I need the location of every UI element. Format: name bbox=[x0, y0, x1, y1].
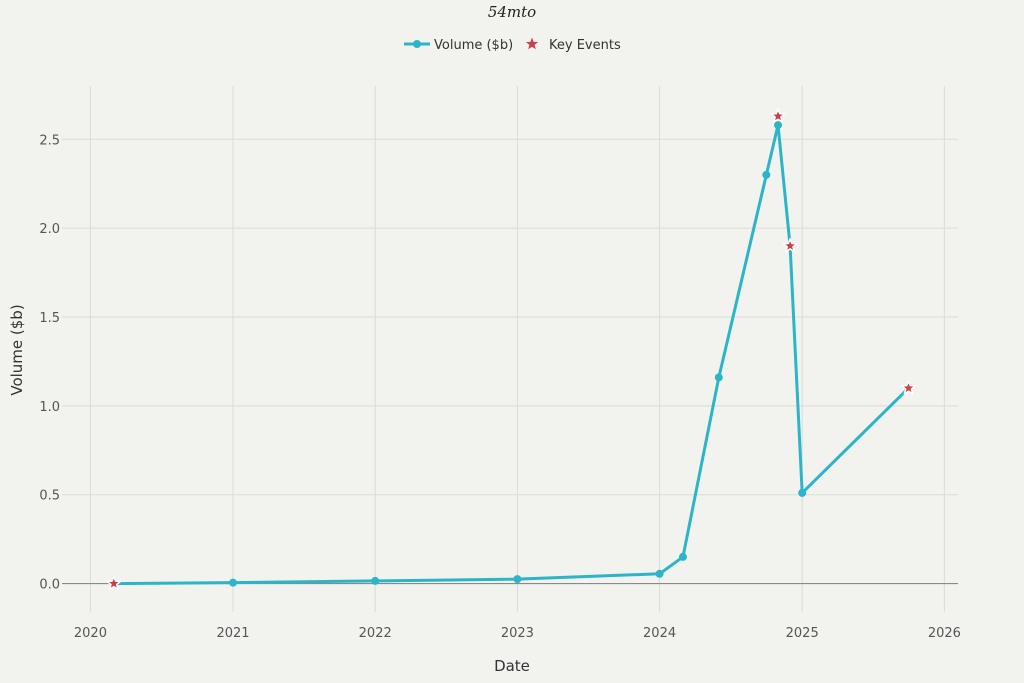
data-point-volume[interactable] bbox=[513, 575, 522, 584]
key-event-marker[interactable] bbox=[901, 380, 916, 395]
data-point-volume[interactable] bbox=[229, 578, 238, 587]
data-point-volume[interactable] bbox=[774, 121, 783, 130]
x-tick-label: 2025 bbox=[786, 626, 819, 641]
x-tick-label: 2020 bbox=[74, 626, 107, 641]
legend-star-shape bbox=[525, 37, 539, 50]
y-axis-title: Volume ($b) bbox=[8, 304, 26, 395]
data-point-volume[interactable] bbox=[371, 576, 380, 585]
legend-line-marker bbox=[413, 40, 421, 48]
y-tick-label: 0.5 bbox=[39, 489, 60, 504]
series-layer bbox=[109, 121, 913, 588]
legend[interactable]: Volume ($b) Key Events bbox=[404, 37, 621, 54]
series-line-volume bbox=[112, 123, 911, 586]
data-point-volume[interactable] bbox=[678, 552, 687, 561]
y-tick-label: 2.5 bbox=[39, 133, 60, 148]
legend-star-icon bbox=[525, 37, 539, 50]
y-tick-label: 0.0 bbox=[39, 578, 60, 593]
events-layer bbox=[106, 108, 916, 590]
data-point-volume[interactable] bbox=[655, 569, 664, 578]
axes: 2020 2021 2022 2023 2024 2025 2026 0.0 0.5 1.0 1.5… bbox=[39, 133, 961, 641]
x-tick-label: 2023 bbox=[501, 626, 534, 641]
legend-label-key-events: Key Events bbox=[549, 38, 621, 53]
x-axis-title: Date bbox=[494, 657, 530, 675]
data-point-volume[interactable] bbox=[798, 488, 807, 497]
x-tick-label: 2024 bbox=[643, 626, 676, 641]
chart-title: 54mto bbox=[488, 3, 536, 21]
y-tick-label: 2.0 bbox=[39, 222, 60, 237]
key-event-marker[interactable] bbox=[106, 575, 122, 590]
key-event-marker[interactable] bbox=[782, 238, 798, 253]
y-tick-label: 1.0 bbox=[39, 400, 60, 415]
legend-label-volume: Volume ($b) bbox=[434, 38, 513, 53]
x-tick-label: 2026 bbox=[928, 626, 961, 641]
y-tick-label: 1.5 bbox=[39, 311, 60, 326]
data-point-volume[interactable] bbox=[762, 170, 771, 179]
data-point-volume[interactable] bbox=[714, 373, 723, 382]
x-tick-label: 2022 bbox=[359, 626, 392, 641]
key-event-marker[interactable] bbox=[770, 108, 786, 123]
grid bbox=[62, 86, 958, 612]
x-tick-label: 2021 bbox=[216, 626, 249, 641]
